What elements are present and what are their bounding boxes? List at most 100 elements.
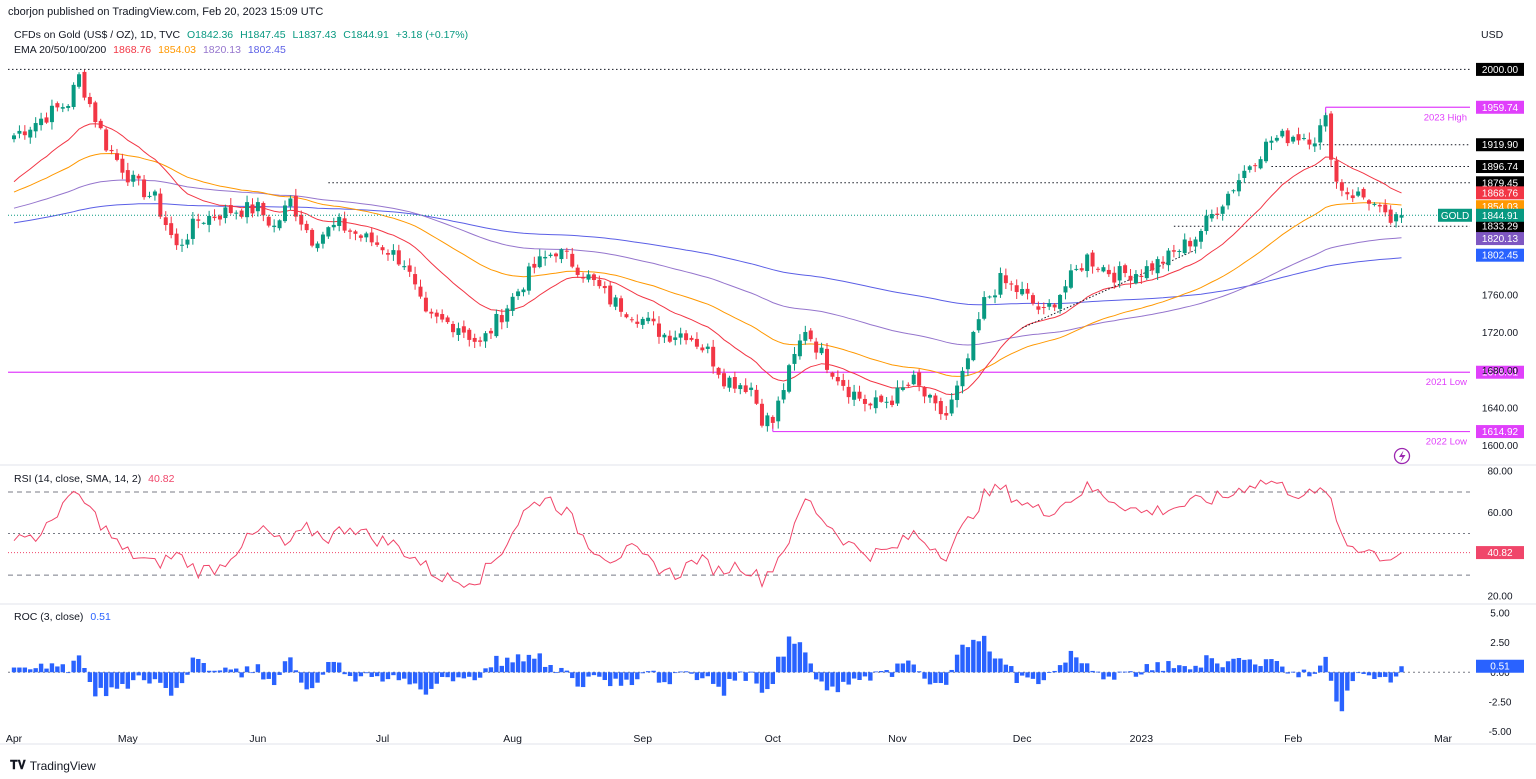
candle-body [1372,203,1377,205]
roc-bar [602,672,607,681]
candles-group [12,69,1404,432]
candle-body [375,242,380,245]
roc-bar [320,672,326,675]
ema20-line [13,123,1402,396]
price-axis-tick: 1720.00 [1482,328,1519,339]
roc-bar [28,669,33,673]
candle-body [743,385,748,393]
roc-axis-tick: -5.00 [1489,727,1512,738]
roc-bar [456,672,461,678]
price-axis-tag [1476,138,1524,152]
candle-body [185,239,190,245]
roc-bar [55,666,60,673]
roc-bar [1383,672,1388,677]
candle-body [1291,136,1296,142]
footer-brand[interactable]: 𝐓𝐕 TradingView [10,758,96,773]
roc-bar [981,635,987,673]
roc-bar [960,644,965,673]
candle-body [277,220,282,229]
candle-body [77,74,82,87]
candle-body [369,232,374,243]
candle-body [283,205,287,222]
candle-body [808,330,813,340]
candle-body [917,372,922,386]
roc-bar [1269,659,1274,673]
roc-bar [353,672,358,682]
roc-bar [1160,670,1166,673]
roc-bar [385,672,391,680]
candle-body [1312,143,1317,147]
roc-bar [738,671,743,673]
roc-bar [954,654,960,673]
candle-body [559,249,564,260]
currency-label: USD [1481,29,1504,41]
roc-bar [1236,657,1242,673]
roc-bar [1209,658,1215,673]
candle-body [1079,268,1084,271]
roc-bar [402,672,407,679]
candle-body [678,333,683,338]
low-value: L1837.43 [292,29,337,41]
candle-body [548,254,553,256]
candle-body [60,107,65,109]
roc-axis-tick: 5.00 [1490,609,1510,620]
candle-body [651,318,656,322]
roc-bar [1290,671,1296,673]
candle-body [499,315,504,323]
price-axis-tag [1476,425,1524,439]
roc-bar [114,672,120,689]
roc-bar [1139,672,1144,675]
roc-bar [721,672,727,696]
roc-bar [1263,659,1269,673]
roc-bar [93,672,98,697]
roc-bar [1220,667,1225,673]
x-axis-tick: Jun [249,733,266,745]
roc-axis-tick: -2.50 [1489,697,1512,708]
candle-body [727,377,732,388]
roc-bar [759,672,765,693]
roc-bar [434,672,439,684]
price-axis-tag-label: 1879.45 [1482,178,1519,189]
candle-body [635,321,640,324]
roc-bar [700,672,705,679]
roc-bar [1057,665,1063,673]
roc-bar [206,670,212,673]
roc-bar [716,672,721,687]
candle-body [93,102,98,123]
candle-body [1264,141,1269,162]
roc-bar [851,672,857,679]
candle-body [239,210,244,217]
symbol-tag-label: GOLD [1441,211,1469,222]
roc-bar [743,672,748,681]
roc-bar [1372,672,1377,679]
candle-body [1171,250,1176,252]
candle-body [1285,130,1290,144]
candle-body [656,323,661,337]
candle-body [716,367,721,375]
roc-last-value: 0.51 [90,611,111,623]
roc-bar [916,671,922,673]
roc-bar [461,672,467,679]
candle-body [451,323,456,333]
candle-body [722,373,727,387]
candle-body [87,96,92,105]
candle-body [190,218,195,239]
candle-body [120,158,125,173]
x-axis-tick: Apr [6,733,23,745]
candle-body [1003,275,1008,284]
candle-body [1090,252,1095,267]
roc-bar [1047,672,1052,673]
roc-bar [168,672,174,696]
ema-label: EMA 20/50/100/200 [14,44,107,56]
candle-body [890,400,895,405]
roc-bar [841,672,846,682]
candle-body [662,334,667,338]
instrument-title: CFDs on Gold (US$ / OZ), 1D, TVC [14,29,181,41]
high-value: H1847.45 [240,29,286,41]
candle-body [49,105,54,123]
candle-body [1350,195,1355,199]
candle-body [835,377,840,382]
candle-body [456,328,461,335]
roc-bar [11,667,17,673]
